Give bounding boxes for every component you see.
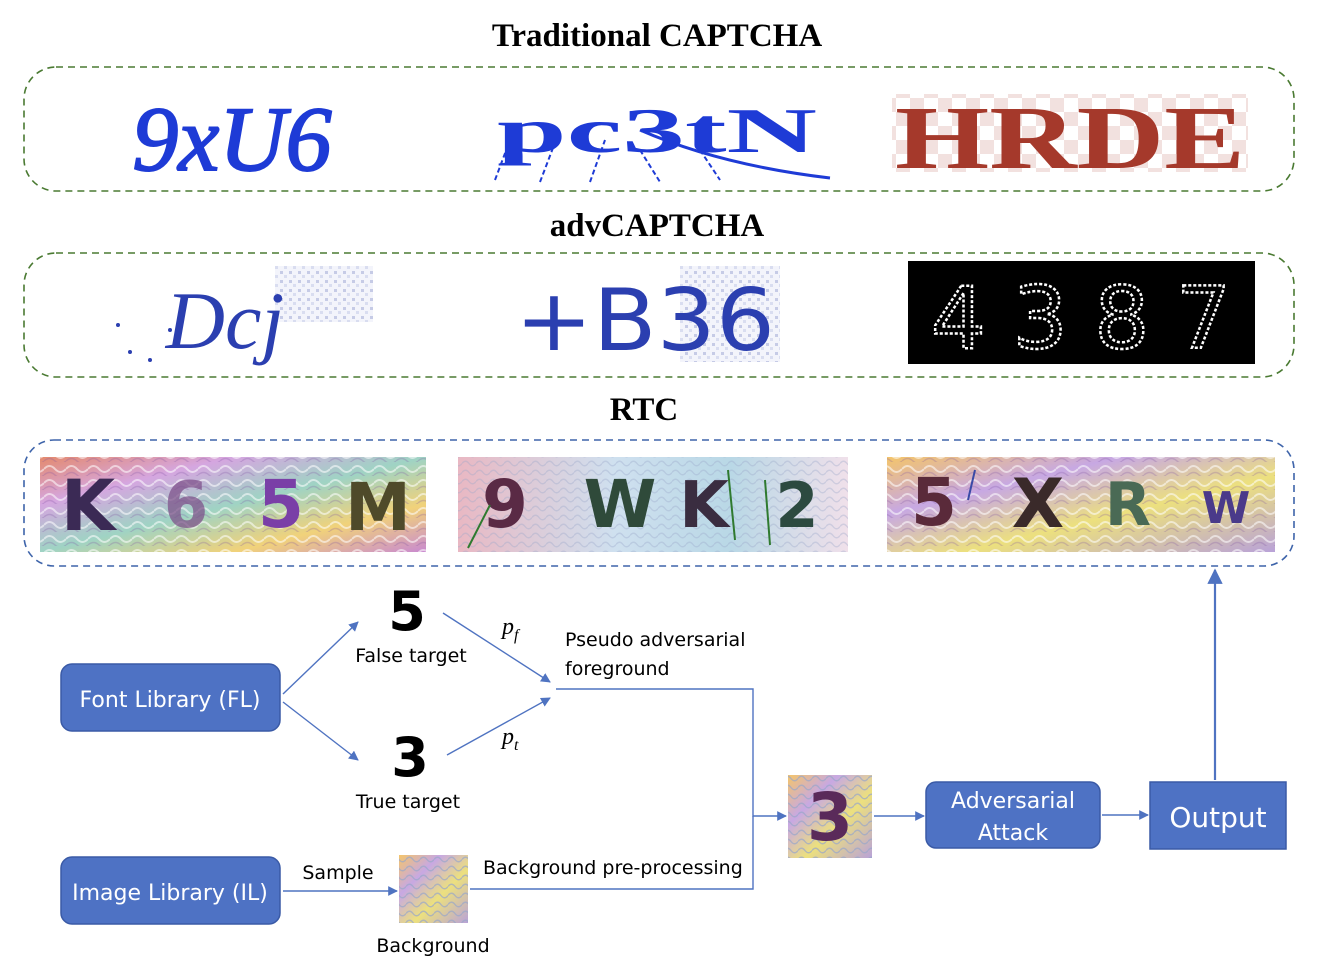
pseudo-label-line2: foreground [565, 658, 670, 680]
output-box [1149, 781, 1287, 850]
rtc-sample-2-char-2: W [584, 466, 657, 543]
pseudo-label-line1: Pseudo adversarial [565, 629, 745, 651]
rtc-frame [23, 439, 1295, 567]
rtc-sample-2-char-3: K [679, 469, 731, 543]
font-library-box [60, 663, 281, 732]
arrow-fl-to-false [282, 621, 359, 695]
rtc-sample-2: 9 W K 2 [458, 457, 848, 552]
rtc-sample-3: 5 X R W [887, 457, 1275, 552]
rtc-sample-2-char-4: 2 [775, 469, 818, 542]
image-library-label: Image Library (IL) [72, 881, 268, 906]
traditional-sample-3-text: HRDE [895, 89, 1245, 188]
traditional-frame [23, 66, 1295, 192]
adv-sample-1: Dcj [100, 262, 375, 372]
composite-thumbnail: 3 [788, 775, 872, 858]
image-library-box [60, 856, 281, 925]
rtc-sample-1-char-3: 5 [258, 466, 304, 543]
false-target-digit: 5 [388, 580, 426, 643]
sample-label: Sample [302, 862, 373, 884]
arrow-true-to-pseudo [446, 697, 551, 756]
pf-label: pf [500, 614, 521, 644]
adv-sample-1-text: Dcj [165, 275, 284, 366]
output-label: Output [1169, 801, 1266, 834]
adv-sample-3: 4387 [908, 261, 1255, 370]
rtc-sample-3-char-3: R [1105, 470, 1151, 540]
arrow-fl-to-true [282, 701, 359, 761]
pt-label: pt [500, 724, 519, 754]
pf-sub: f [514, 627, 521, 644]
rtc-sample-2-char-1: 9 [482, 466, 528, 543]
connector-background-to-composite [470, 816, 754, 890]
arrow-false-to-pseudo [442, 612, 551, 683]
traditional-sample-1-text: 9xU6 [132, 88, 331, 190]
font-library-label: Font Library (FL) [80, 688, 261, 713]
background-thumbnail [399, 855, 468, 923]
adv-sample-2-text: +B36 [515, 271, 775, 371]
rtc-sample-3-char-2: X [1012, 465, 1064, 544]
adversarial-attack-box [925, 781, 1101, 849]
background-label: Background [376, 935, 489, 957]
false-target-label: False target [355, 645, 467, 667]
attack-label-line1: Adversarial [951, 789, 1075, 814]
composite-digit: 3 [807, 779, 853, 856]
adv-frame [23, 252, 1295, 378]
traditional-sample-3: HRDE [892, 89, 1248, 188]
pt-sub: t [514, 737, 519, 754]
bg-preproc-label: Background pre-processing [483, 857, 743, 879]
rtc-title: RTC [610, 392, 679, 428]
rtc-sample-1-char-2: 6 [164, 469, 209, 543]
traditional-sample-2-text: pc3tN [497, 95, 817, 166]
pt-main: p [500, 724, 514, 750]
rtc-sample-3-char-4: W [1202, 483, 1251, 534]
rtc-sample-1: K 6 5 M [40, 457, 426, 552]
rtc-sample-1-char-1: K [61, 465, 118, 547]
true-target-label: True target [355, 791, 460, 813]
traditional-sample-2: pc3tN [478, 86, 836, 186]
traditional-sample-1: 9xU6 [95, 80, 370, 191]
true-target-digit: 3 [391, 726, 429, 789]
pf-main: p [500, 614, 514, 640]
rtc-sample-1-char-4: M [345, 469, 411, 546]
rtc-sample-3-char-1: 5 [911, 464, 957, 541]
attack-label-line2: Attack [978, 821, 1048, 846]
connector-pseudo-to-composite [556, 688, 787, 821]
traditional-title: Traditional CAPTCHA [492, 18, 822, 54]
adv-title: advCAPTCHA [550, 208, 765, 244]
adv-sample-2: +B36 [505, 262, 785, 371]
